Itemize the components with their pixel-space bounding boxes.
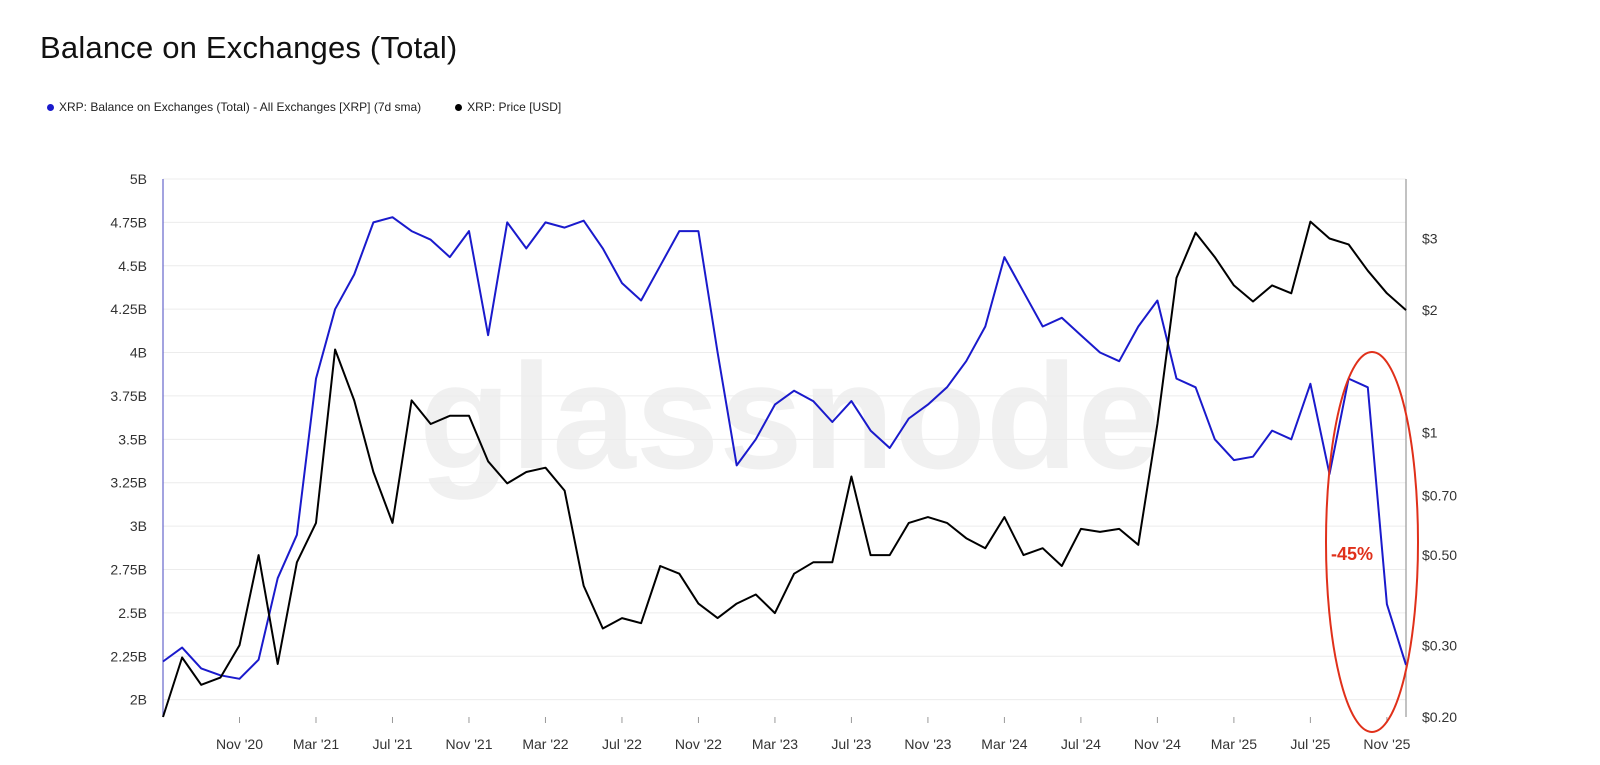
x-tick-label: Jul '21 [372,736,412,752]
x-axis: Nov '20 Mar '21 Jul '21 Nov '21 Mar '22 Jul '… [216,717,1411,752]
left-tick-label: 3.75B [110,388,147,404]
right-tick-label: $0.30 [1422,637,1457,653]
legend-marker-balance [47,103,54,111]
x-tick-label: Jul '23 [831,736,871,752]
legend-label-price: XRP: Price [USD] [467,100,562,114]
left-tick-label: 4.5B [118,258,147,274]
chart-title: Balance on Exchanges (Total) [40,30,458,65]
left-tick-label: 2B [130,692,147,708]
callout-label: -45% [1331,544,1373,564]
left-tick-label: 4.25B [110,301,147,317]
left-tick-label: 2.25B [110,648,147,664]
left-tick-label: 5B [130,171,147,187]
x-tick-label: Mar '25 [1211,736,1257,752]
x-tick-label: Mar '22 [522,736,568,752]
x-tick-label: Jul '25 [1290,736,1330,752]
legend-item-price[interactable]: XRP: Price [USD] [455,100,561,114]
series-line-balance [162,216,1407,680]
right-tick-label: $0.50 [1422,547,1457,563]
watermark: glassnode [419,332,1161,500]
left-tick-label: 3.5B [118,431,147,447]
x-tick-label: Jul '24 [1061,736,1101,752]
x-tick-label: Mar '23 [752,736,798,752]
x-tick-label: Nov '24 [1134,736,1181,752]
x-tick-label: Nov '21 [445,736,492,752]
x-tick-label: Mar '24 [981,736,1027,752]
left-axis: 5B 4.75B 4.5B 4.25B 4B 3.75B 3.5B 3.25B 3B 2.75B 2… [110,171,164,717]
series-layer [162,216,1407,718]
right-axis: $3 $2 $1 $0.70 $0.50 $0.30 $0.20 [1405,179,1457,725]
right-tick-label: $0.20 [1422,709,1457,725]
left-tick-label: 3.25B [110,475,147,491]
legend-label-balance: XRP: Balance on Exchanges (Total) - All … [59,100,422,114]
x-tick-label: Jul '22 [602,736,642,752]
left-tick-label: 4.75B [110,214,147,230]
left-tick-label: 3B [130,518,147,534]
grid-lines [163,178,1406,701]
x-tick-label: Nov '23 [904,736,951,752]
left-tick-label: 2.75B [110,561,147,577]
right-tick-label: $3 [1422,230,1438,246]
series-line-price [162,220,1407,718]
chart-legend: XRP: Balance on Exchanges (Total) - All … [47,100,561,114]
x-tick-label: Nov '22 [675,736,722,752]
right-tick-label: $0.70 [1422,488,1457,504]
right-tick-label: $2 [1422,302,1438,318]
legend-marker-price [455,103,463,111]
left-tick-label: 4B [130,345,147,361]
x-tick-label: Mar '21 [293,736,339,752]
callout-ellipse [1325,351,1419,733]
x-tick-label: Nov '20 [216,736,263,752]
x-tick-label: Nov '25 [1363,736,1410,752]
left-tick-label: 2.5B [118,605,147,621]
right-tick-label: $1 [1422,425,1438,441]
legend-item-balance[interactable]: XRP: Balance on Exchanges (Total) - All … [47,100,421,114]
